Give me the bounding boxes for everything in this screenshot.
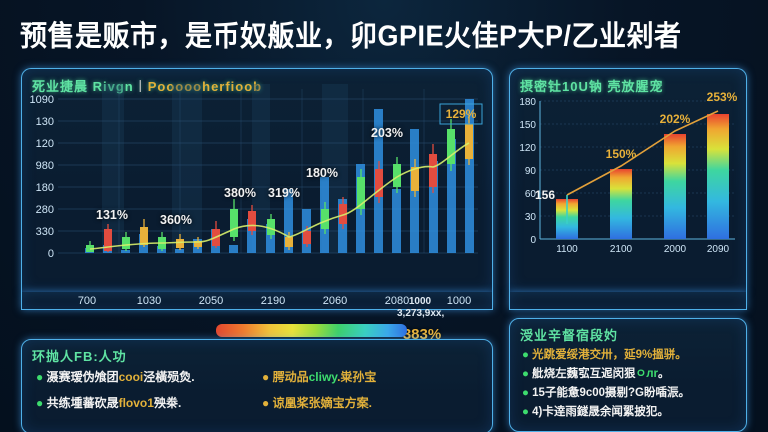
svg-text:120: 120: [36, 138, 54, 150]
svg-text:253%: 253%: [707, 90, 738, 104]
svg-text:150: 150: [519, 120, 536, 131]
svg-text:700: 700: [78, 295, 96, 307]
svg-text:202%: 202%: [660, 112, 691, 126]
svg-text:131%: 131%: [96, 208, 128, 222]
svg-text:1000: 1000: [447, 295, 471, 307]
svg-text:156: 156: [535, 188, 555, 202]
svg-text:30: 30: [525, 212, 537, 223]
svg-text:180: 180: [519, 97, 536, 108]
svg-text:150%: 150%: [606, 147, 637, 161]
svg-text:2050: 2050: [199, 295, 223, 307]
svg-text:1030: 1030: [137, 295, 161, 307]
svg-text:203%: 203%: [371, 126, 403, 140]
svg-text:120: 120: [519, 143, 536, 154]
svg-text:360%: 360%: [160, 213, 192, 227]
svg-text:2090: 2090: [707, 244, 730, 255]
svg-text:319%: 319%: [268, 186, 300, 200]
svg-text:0: 0: [48, 248, 54, 260]
svg-text:130: 130: [36, 116, 54, 128]
svg-text:980: 980: [36, 160, 54, 172]
svg-text:90: 90: [525, 166, 537, 177]
svg-text:2060: 2060: [323, 295, 347, 307]
svg-text:0: 0: [530, 235, 536, 246]
svg-text:330: 330: [36, 226, 54, 238]
svg-text:2000: 2000: [664, 244, 687, 255]
svg-text:1090: 1090: [30, 94, 54, 106]
svg-text:129%: 129%: [446, 107, 477, 121]
svg-text:180%: 180%: [306, 166, 338, 180]
svg-text:2190: 2190: [261, 295, 285, 307]
svg-text:1100: 1100: [556, 244, 578, 255]
svg-text:380%: 380%: [224, 186, 256, 200]
svg-text:280: 280: [36, 204, 54, 216]
svg-text:180: 180: [36, 182, 54, 194]
svg-text:2100: 2100: [610, 244, 633, 255]
